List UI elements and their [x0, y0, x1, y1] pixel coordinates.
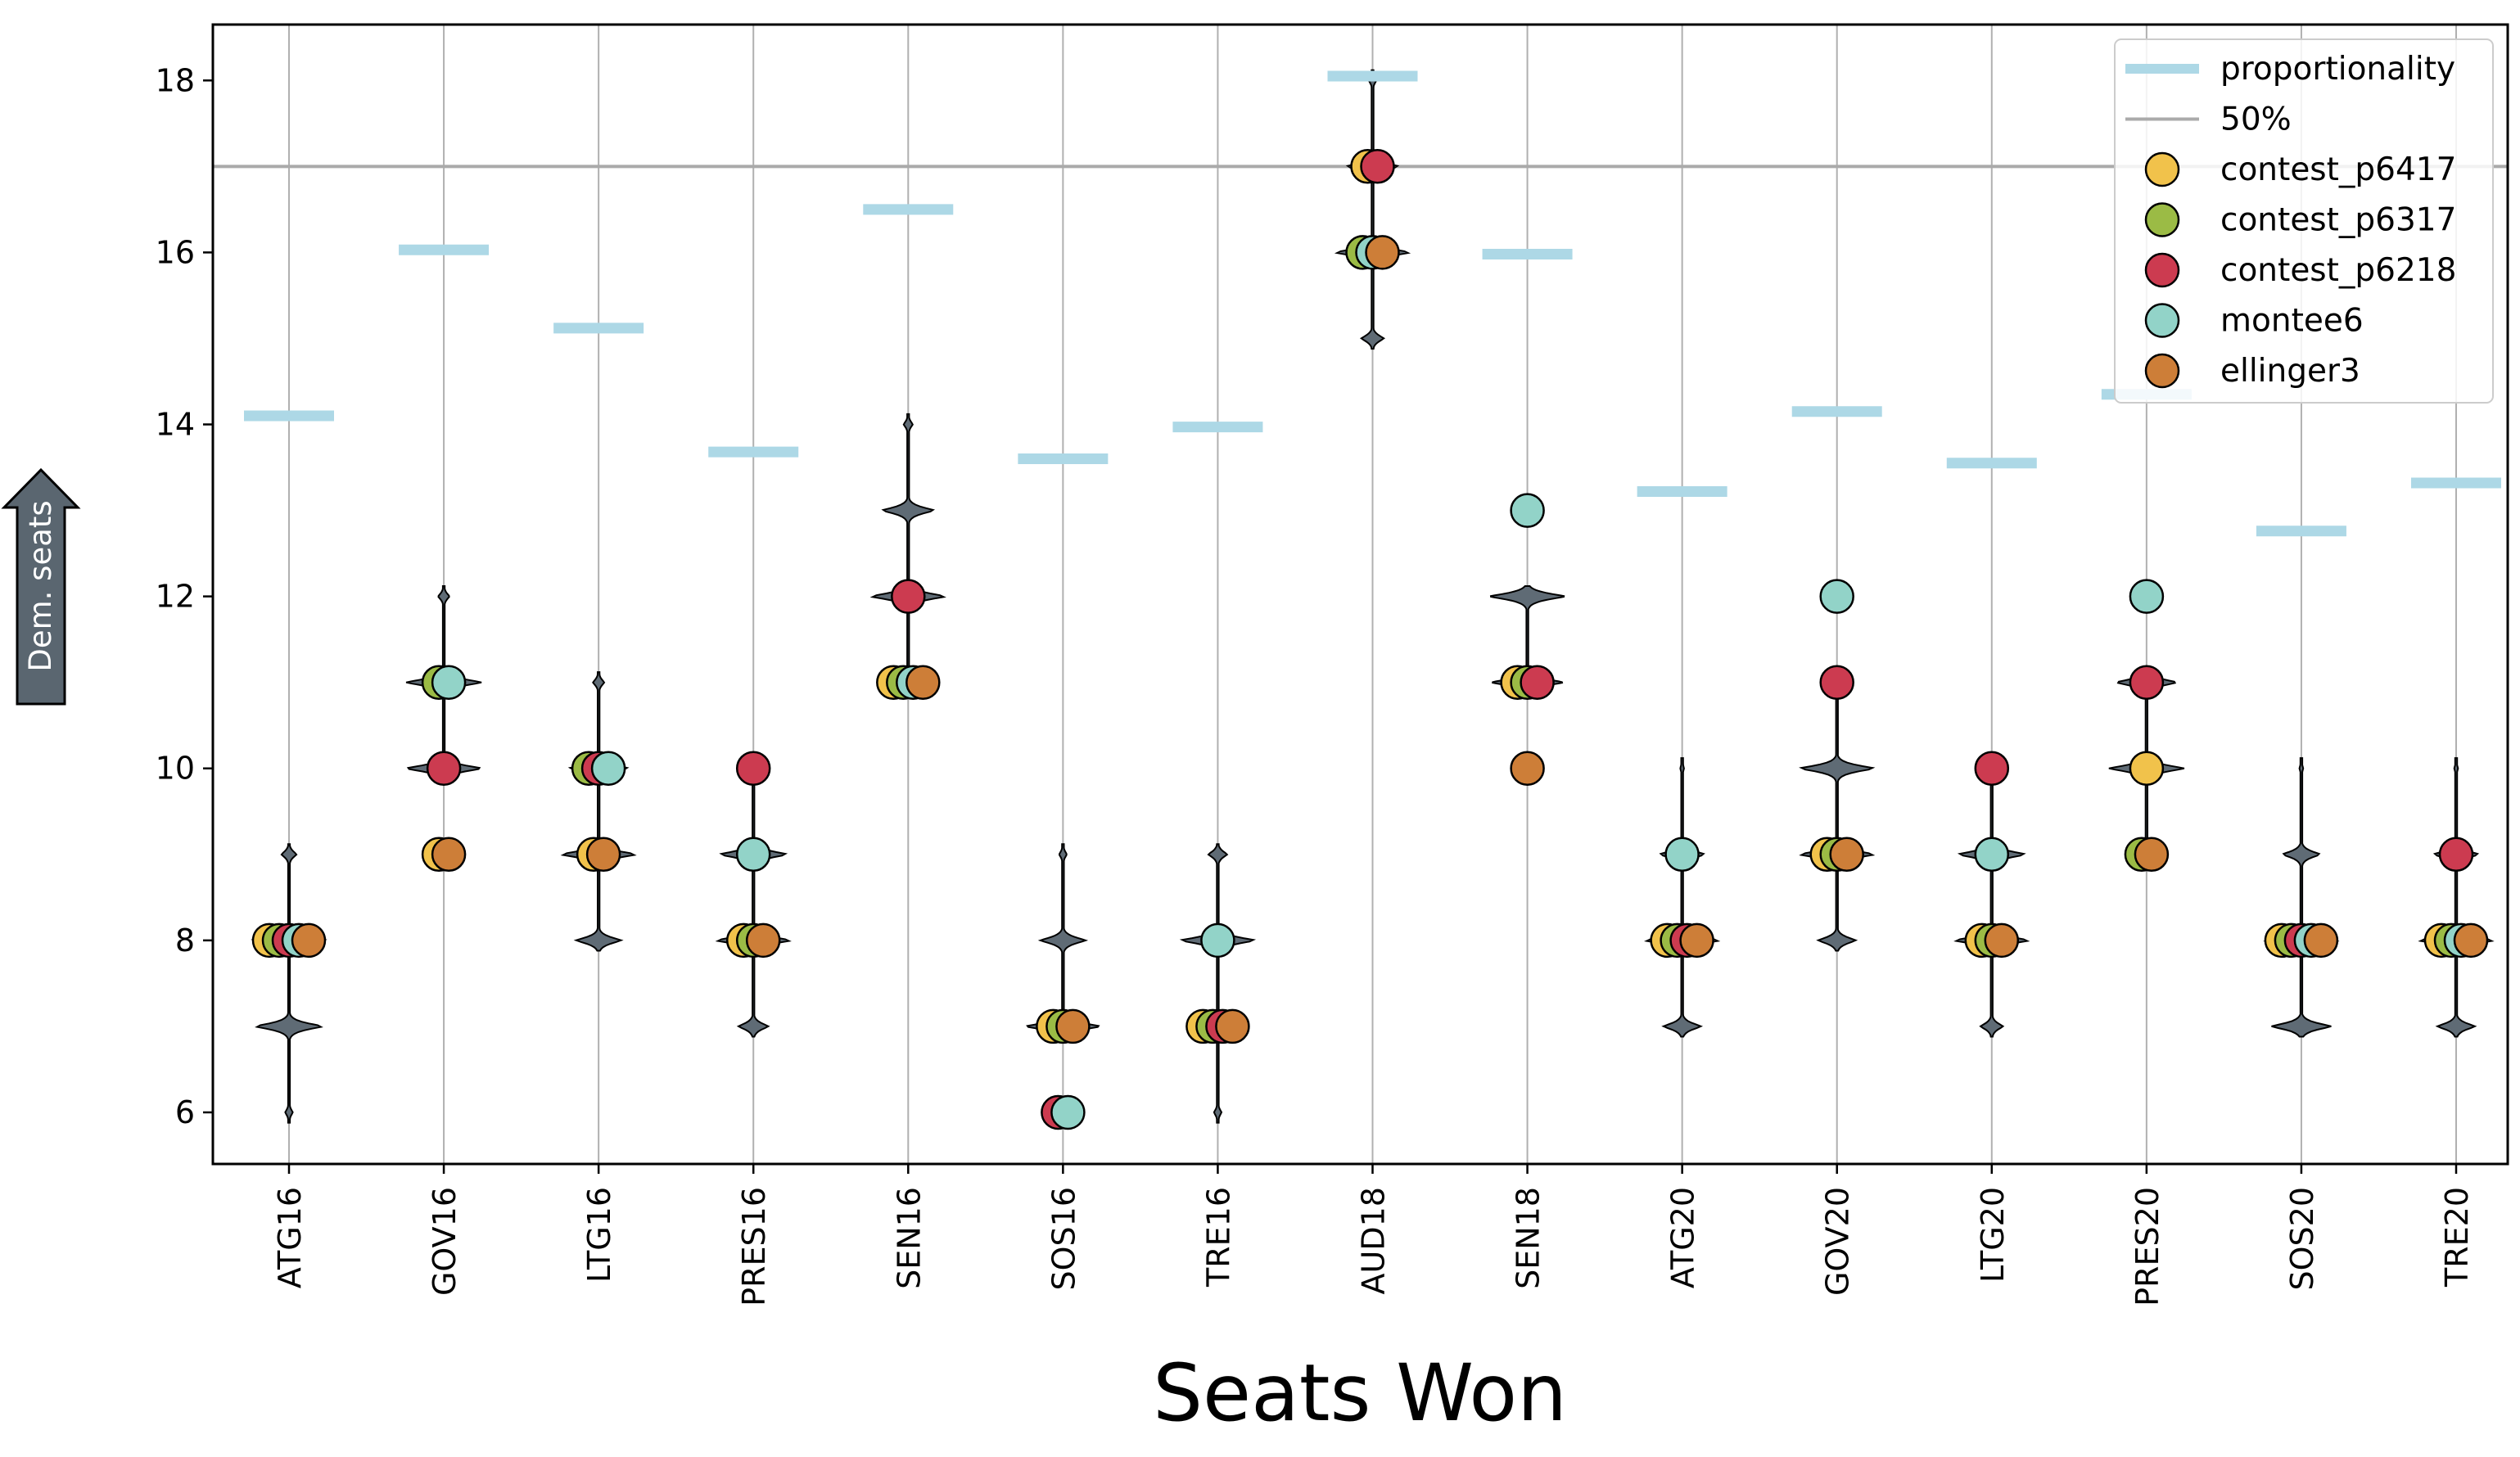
point-ellinger3	[1055, 1008, 1091, 1044]
point-ellinger3	[1365, 235, 1400, 270]
y-ticks: 6 8 10 12 14 16 18	[156, 62, 213, 1130]
point-contest_p6218	[1520, 665, 1555, 700]
point-layer	[251, 149, 2489, 1130]
x-tick-label: GOV20	[1820, 1187, 1856, 1296]
y-tick-label: 18	[156, 62, 195, 98]
x-tick-label: PRES20	[2129, 1187, 2165, 1306]
plot-frame	[211, 23, 2509, 1166]
x-tick-label: GOV16	[427, 1187, 463, 1296]
point-ellinger3	[1679, 922, 1714, 959]
point-ellinger3	[1510, 751, 1545, 786]
y-tick-label: 16	[156, 234, 195, 270]
legend-swatch-dot	[2144, 151, 2180, 187]
point-ellinger3	[745, 922, 781, 959]
point-contest_p6218	[2438, 837, 2474, 873]
point-contest_p6218	[426, 751, 462, 786]
legend: proportionality 50% contest_p6417 contest_p…	[2114, 38, 2494, 404]
point-montee6	[1050, 1094, 1086, 1130]
arrow-shape	[1, 467, 81, 706]
x-tick-label: AUD18	[1356, 1187, 1392, 1294]
point-ellinger3	[291, 922, 327, 959]
violin-SOS20	[2263, 757, 2340, 1038]
legend-swatch-dot	[2144, 303, 2180, 338]
violin-LTG16	[560, 671, 637, 952]
violin-SOS16	[1026, 843, 1100, 1038]
violin-LTG20	[1953, 757, 2030, 1038]
point-montee6	[590, 751, 626, 786]
violin-SEN16	[869, 413, 946, 694]
legend-swatch-dot	[2144, 202, 2180, 237]
x-tick-label: SEN18	[1511, 1187, 1547, 1289]
violin-PRES16	[715, 757, 792, 1038]
x-tick-label: SOS20	[2284, 1187, 2320, 1291]
point-contest_p6218	[2129, 665, 2165, 700]
violin-TRE16	[1179, 843, 1257, 1124]
legend-swatch-dot	[2144, 353, 2180, 389]
y-tick-label: 14	[156, 407, 195, 443]
violin-TRE20	[2418, 757, 2495, 1038]
legend-label: contest_p6417	[2220, 151, 2456, 188]
point-montee6	[1200, 922, 1235, 959]
point-montee6	[1664, 837, 1700, 873]
point-contest_p6218	[1360, 149, 1395, 184]
point-contest_p6417	[2129, 751, 2165, 786]
point-ellinger3	[2134, 837, 2170, 873]
legend-swatch-dot	[2144, 252, 2180, 288]
point-montee6	[1510, 493, 1545, 528]
violin-AUD18	[1334, 69, 1411, 350]
point-montee6	[1819, 579, 1854, 614]
legend-label: proportionality	[2220, 51, 2455, 88]
legend-label: montee6	[2220, 303, 2364, 340]
legend-box	[2114, 38, 2494, 404]
y-tick-label: 12	[156, 579, 195, 615]
legend-label: 50%	[2220, 101, 2292, 138]
x-tick-label: SOS16	[1045, 1187, 1082, 1291]
point-ellinger3	[905, 665, 941, 700]
y-tick-label: 8	[175, 922, 195, 959]
arrow-label: Dem. seats	[23, 500, 58, 671]
point-ellinger3	[2453, 922, 2489, 959]
y-tick-label: 6	[175, 1094, 195, 1130]
point-contest_p6218	[1974, 751, 2010, 786]
x-tick-label: LTG20	[1975, 1187, 2011, 1283]
x-tick-label: ATG16	[272, 1187, 308, 1288]
point-montee6	[735, 837, 771, 873]
point-contest_p6218	[891, 579, 926, 614]
point-montee6	[2129, 579, 2165, 614]
point-montee6	[431, 665, 467, 700]
point-ellinger3	[1215, 1008, 1250, 1044]
dem-seats-arrow: Dem. seats	[1, 467, 81, 706]
x-tick-label: ATG20	[1665, 1187, 1701, 1288]
violin-ATG16	[251, 843, 327, 1124]
legend-label: contest_p6218	[2220, 252, 2456, 289]
x-axis-label: Seats Won	[1153, 1347, 1567, 1439]
x-tick-label: TRE20	[2439, 1187, 2475, 1288]
point-contest_p6218	[1819, 665, 1854, 700]
x-tick-label: TRE16	[1200, 1187, 1236, 1288]
violin-ATG20	[1643, 757, 1721, 1038]
point-ellinger3	[431, 837, 467, 873]
legend-label: ellinger3	[2220, 353, 2360, 390]
point-ellinger3	[585, 837, 621, 873]
x-tick-label: SEN16	[891, 1187, 927, 1289]
point-contest_p6218	[735, 751, 771, 786]
x-ticks: ATG16 GOV16 LTG16 PRES16 SEN16 SOS16 TRE16 AUD1…	[272, 1164, 2475, 1306]
point-ellinger3	[1829, 837, 1864, 873]
point-ellinger3	[2303, 922, 2339, 959]
proportionality-layer	[244, 70, 2501, 537]
x-tick-label: PRES16	[736, 1187, 772, 1306]
point-montee6	[1974, 837, 2010, 873]
violin-GOV20	[1799, 671, 1876, 952]
point-ellinger3	[1984, 922, 2020, 959]
legend-label: contest_p6317	[2220, 202, 2456, 239]
x-tick-label: LTG16	[581, 1187, 617, 1283]
y-tick-label: 10	[156, 751, 195, 787]
